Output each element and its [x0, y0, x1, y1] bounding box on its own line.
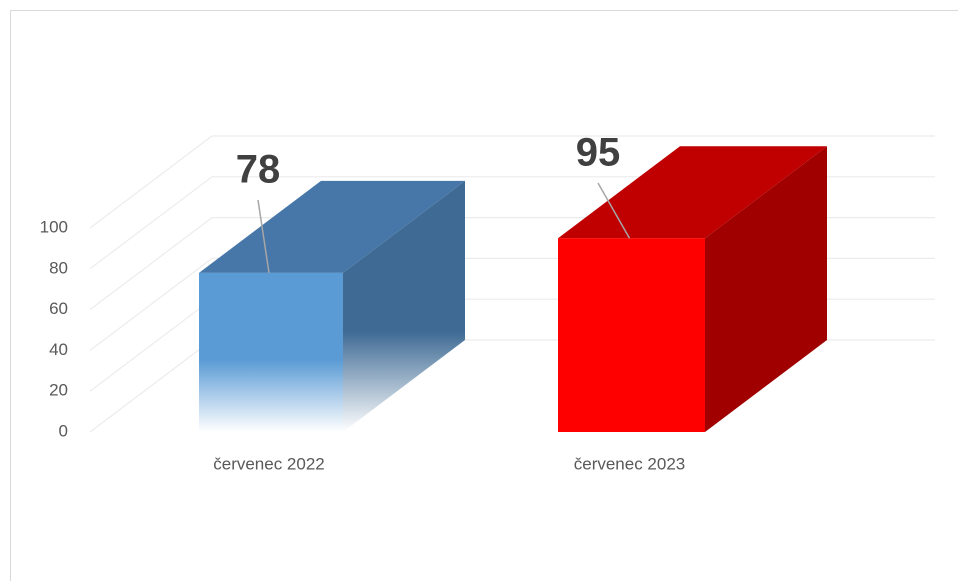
x-tick-label: červenec 2022 — [213, 454, 325, 473]
bar-side — [705, 146, 827, 432]
chart-frame — [10, 10, 958, 581]
y-tick-label: 0 — [59, 421, 68, 440]
data-label: 78 — [236, 148, 281, 192]
y-tick-label: 80 — [49, 258, 68, 277]
y-tick-label: 40 — [49, 340, 68, 359]
y-tick-label: 100 — [40, 217, 68, 236]
x-tick-label: červenec 2023 — [574, 454, 686, 473]
data-label-leader — [597, 182, 631, 239]
grid-line-side — [89, 339, 213, 433]
data-label: 95 — [576, 131, 621, 175]
bar-side — [343, 180, 465, 432]
bar-top — [558, 146, 827, 239]
bar — [199, 272, 343, 432]
grid-line-side — [89, 176, 213, 270]
grid-line-side — [89, 298, 213, 392]
grid-line-side — [89, 135, 213, 229]
y-tick-label: 20 — [49, 381, 68, 400]
bar — [558, 238, 705, 432]
y-tick-label: 60 — [49, 299, 68, 318]
data-label-leader — [257, 199, 270, 273]
grid-line-side — [89, 257, 213, 351]
grid-line-side — [89, 217, 213, 311]
